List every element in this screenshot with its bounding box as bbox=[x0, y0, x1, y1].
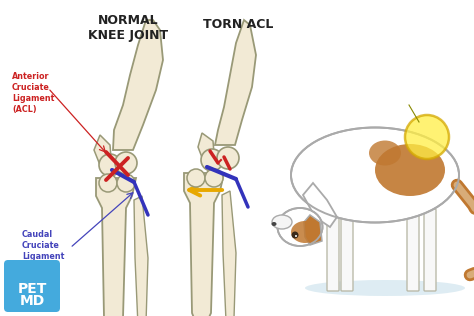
FancyBboxPatch shape bbox=[407, 209, 419, 291]
Polygon shape bbox=[198, 133, 215, 165]
Ellipse shape bbox=[369, 141, 401, 166]
Text: MD: MD bbox=[19, 294, 45, 308]
FancyBboxPatch shape bbox=[327, 209, 339, 291]
Ellipse shape bbox=[272, 222, 276, 226]
Polygon shape bbox=[94, 135, 112, 170]
Circle shape bbox=[201, 149, 223, 171]
Polygon shape bbox=[134, 196, 148, 316]
Circle shape bbox=[405, 115, 449, 159]
Polygon shape bbox=[304, 215, 322, 245]
Circle shape bbox=[295, 235, 297, 237]
Circle shape bbox=[205, 169, 223, 187]
Circle shape bbox=[117, 174, 135, 192]
FancyBboxPatch shape bbox=[424, 209, 436, 291]
Circle shape bbox=[99, 154, 121, 176]
Polygon shape bbox=[96, 178, 136, 316]
Text: TORN ACL: TORN ACL bbox=[203, 18, 273, 31]
Circle shape bbox=[187, 169, 205, 187]
FancyBboxPatch shape bbox=[4, 260, 60, 312]
Ellipse shape bbox=[272, 215, 292, 229]
Ellipse shape bbox=[305, 280, 465, 296]
Circle shape bbox=[292, 232, 299, 239]
Text: Anterior
Cruciate
Ligament
(ACL): Anterior Cruciate Ligament (ACL) bbox=[12, 72, 55, 114]
Polygon shape bbox=[184, 173, 224, 316]
Ellipse shape bbox=[291, 221, 319, 243]
Ellipse shape bbox=[277, 208, 322, 246]
Polygon shape bbox=[215, 20, 256, 145]
Circle shape bbox=[99, 174, 117, 192]
Ellipse shape bbox=[291, 127, 459, 222]
Text: PET: PET bbox=[18, 282, 46, 296]
Polygon shape bbox=[303, 183, 337, 227]
Ellipse shape bbox=[375, 144, 445, 196]
Text: NORMAL
KNEE JOINT: NORMAL KNEE JOINT bbox=[88, 14, 168, 42]
Text: Caudal
Cruciate
Ligament: Caudal Cruciate Ligament bbox=[22, 230, 64, 261]
Circle shape bbox=[115, 152, 137, 174]
Polygon shape bbox=[222, 191, 236, 316]
Circle shape bbox=[217, 147, 239, 169]
Polygon shape bbox=[113, 20, 163, 150]
FancyBboxPatch shape bbox=[341, 209, 353, 291]
